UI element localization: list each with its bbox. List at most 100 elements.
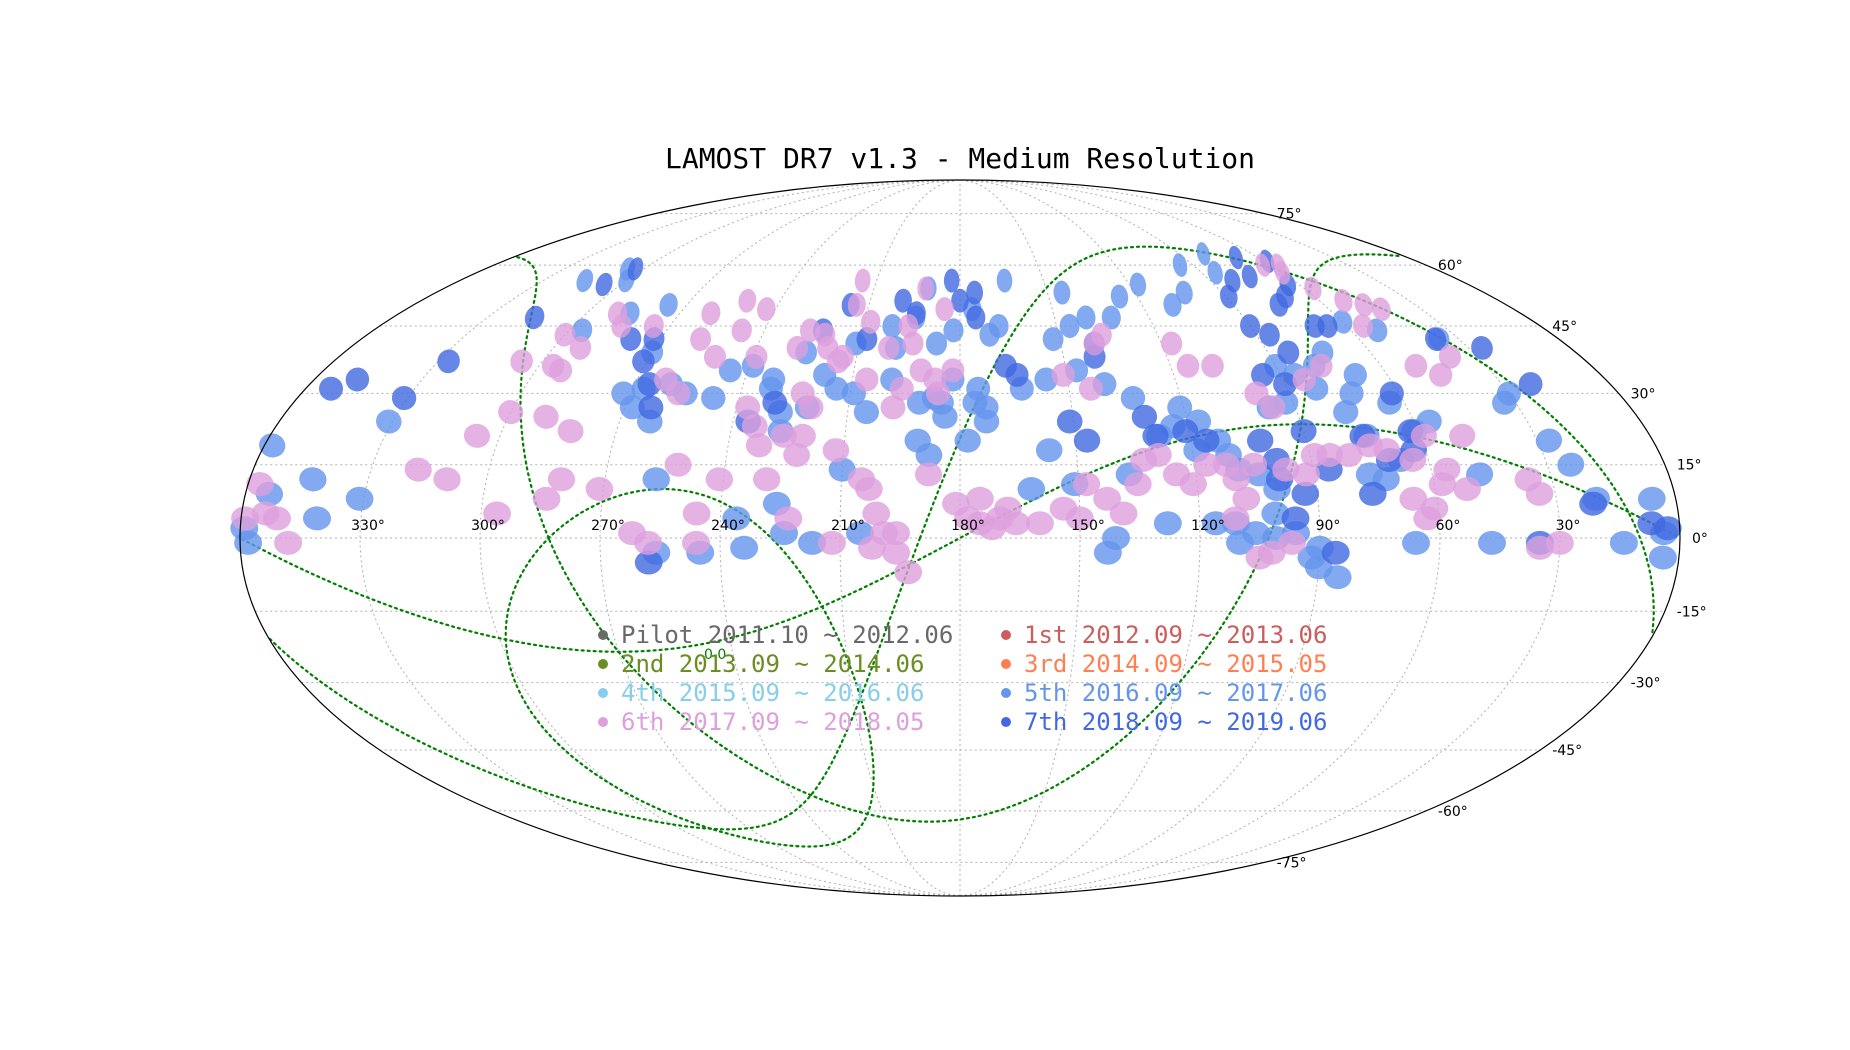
survey-plate-point (966, 486, 994, 511)
legend-marker (1001, 688, 1011, 698)
survey-plate-point (1413, 506, 1442, 531)
survey-plate-point (1399, 486, 1428, 511)
grid-meridian (359, 179, 961, 897)
survey-plate-point (1410, 423, 1437, 448)
survey-plate-point (1304, 276, 1322, 301)
survey-plate-point (1496, 381, 1521, 406)
survey-plate-point (642, 467, 670, 492)
y-tick-labels: 75° 60° 45° 30° 15° 0° -15° -30° -45° -60° -75° (1277, 207, 1708, 872)
survey-plate-point (1124, 472, 1152, 497)
survey-plate-point (643, 314, 664, 338)
survey-plate-point (1471, 336, 1493, 360)
survey-plate-point (246, 472, 274, 497)
survey-plate-point (882, 540, 911, 565)
survey-plate-point (404, 457, 432, 482)
survey-plate-point (1017, 476, 1046, 502)
survey-plate-point (437, 349, 460, 374)
ecliptic-curve (240, 423, 1678, 653)
survey-plate-point (1042, 327, 1064, 352)
survey-plate-point (882, 521, 910, 546)
survey-plate-point (954, 428, 981, 453)
survey-plate-point (1260, 395, 1286, 420)
y-tick-label: -60° (1438, 804, 1468, 820)
survey-plate-point (730, 535, 759, 560)
survey-plate-point (822, 438, 850, 463)
survey-plate-point (1240, 452, 1268, 477)
y-tick-label: 0° (1692, 531, 1708, 547)
survey-plate-point (1056, 409, 1083, 434)
survey-plate-point (659, 293, 678, 317)
survey-plate-point (745, 433, 773, 458)
survey-plate-point (1247, 428, 1274, 453)
survey-plate-point (1241, 264, 1258, 289)
survey-plate-point (1201, 353, 1224, 378)
reference-small-circle (504, 487, 875, 848)
survey-plate-point (345, 367, 370, 392)
x-tick-label: 210° (831, 518, 865, 534)
legend: Pilot 2011.10 ~ 2012.06 1st 2012.09 ~ 201… (598, 621, 1327, 736)
survey-plate-point (831, 344, 854, 369)
survey-plate-point (1172, 253, 1188, 277)
survey-plate-point (1228, 245, 1244, 270)
survey-plate-point (1278, 530, 1306, 555)
survey-plate-point (818, 530, 846, 555)
survey-plate-point (1321, 540, 1350, 565)
x-tick-label: 150° (1071, 518, 1105, 534)
survey-plate-point (1005, 362, 1029, 387)
survey-plate-point (1153, 511, 1182, 536)
survey-plate-point (889, 376, 914, 401)
survey-plate-point (757, 297, 776, 322)
survey-plate-point (619, 395, 645, 420)
survey-plate-point (666, 381, 691, 406)
legend-label: Pilot 2011.10 ~ 2012.06 (621, 621, 953, 649)
survey-plate-point (391, 385, 417, 411)
survey-plate-point (1175, 280, 1193, 305)
survey-plate-point (1251, 362, 1275, 387)
survey-plate-point (1244, 381, 1269, 406)
survey-plate-point (735, 395, 761, 420)
survey-plate-point (319, 376, 343, 401)
survey-plate-point (1277, 340, 1300, 365)
survey-plate-point (1163, 292, 1182, 317)
legend-marker (1001, 659, 1011, 669)
x-tick-label: 120° (1191, 518, 1225, 534)
survey-plate-point (1273, 372, 1297, 397)
x-tick-label: 240° (711, 518, 745, 534)
survey-plate-point (996, 268, 1013, 293)
survey-plate-point (943, 318, 964, 343)
survey-plate-point (1232, 486, 1261, 511)
survey-plate-point (1172, 419, 1199, 444)
survey-plate-point (925, 331, 948, 356)
survey-plate-point (904, 428, 931, 453)
legend-marker (598, 630, 608, 640)
survey-plate-point (1316, 442, 1344, 468)
survey-plate-point (1002, 511, 1030, 536)
survey-plate-point (925, 381, 951, 406)
survey-plate-point (299, 467, 327, 492)
survey-plate-point (1332, 309, 1353, 334)
survey-plate-point (941, 358, 965, 383)
x-tick-label: 90° (1316, 518, 1341, 534)
survey-plate-point (703, 344, 727, 369)
legend-marker (598, 717, 608, 727)
grid-meridian (959, 179, 1201, 897)
survey-plate-point (935, 297, 954, 322)
survey-plate-point (682, 530, 710, 555)
chart-title: LAMOST DR7 v1.3 - Medium Resolution (665, 142, 1255, 175)
y-tick-label: 75° (1277, 207, 1302, 223)
survey-plate-point (1160, 331, 1183, 356)
survey-plate-point (1065, 506, 1094, 531)
survey-plate-point (1525, 535, 1554, 560)
survey-plate-point (1240, 314, 1261, 338)
survey-plate-point (569, 335, 592, 360)
survey-plate-point (1518, 372, 1543, 397)
survey-plate-point (554, 322, 576, 347)
survey-plate-point (627, 257, 644, 281)
survey-plate-point (943, 268, 960, 293)
survey-plate-point (1428, 472, 1457, 497)
survey-plate-point (1291, 481, 1320, 506)
survey-plate-point (1309, 353, 1333, 378)
survey-plate-point (571, 318, 593, 343)
survey-plate-point (783, 442, 810, 468)
